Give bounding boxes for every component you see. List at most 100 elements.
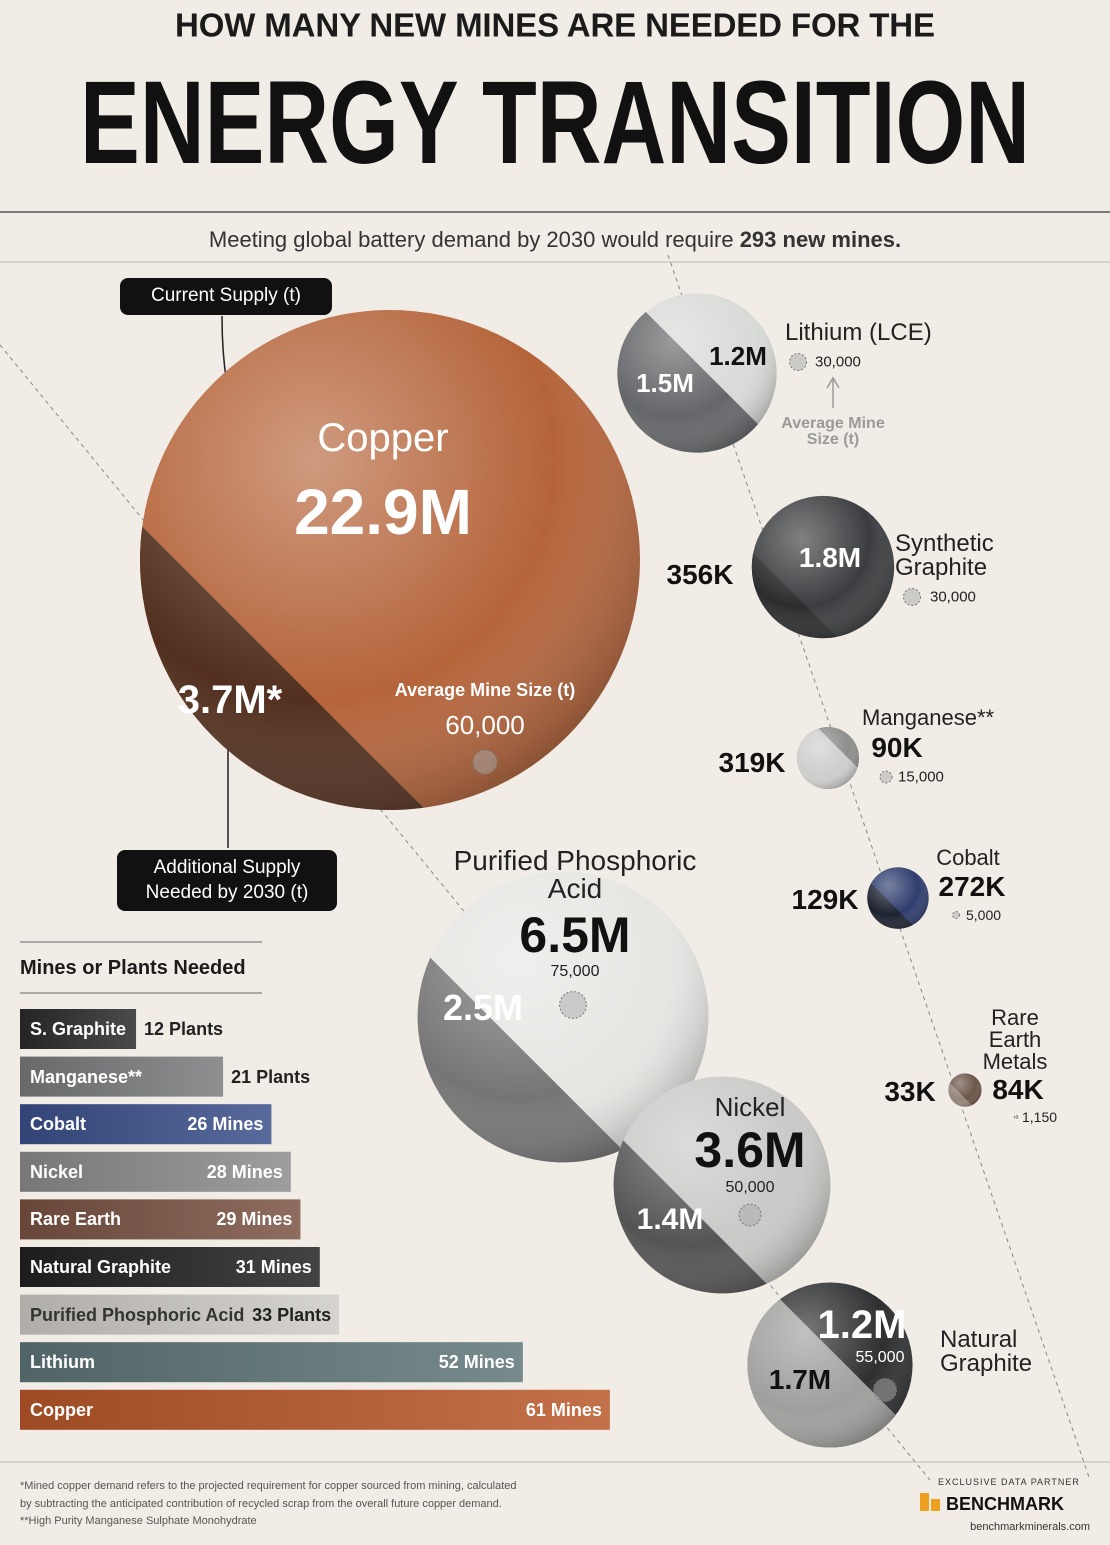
bar-category: Purified Phosphoric Acid	[30, 1304, 245, 1325]
arrow	[826, 376, 840, 408]
bar-sheen	[20, 1342, 523, 1383]
bubble-name: Lithium (LCE)	[785, 319, 932, 346]
bubble-shade	[747, 1282, 913, 1448]
subtitle: Meeting global battery demand by 2030 wo…	[209, 229, 901, 251]
bubble-shade	[417, 871, 709, 1163]
bubble-name: Copper	[317, 416, 449, 460]
additional-label: 1.4M	[636, 1203, 704, 1236]
bar-category: Lithium	[30, 1352, 95, 1373]
url: benchmarkminerals.com	[970, 1521, 1090, 1533]
mine-size-dot	[903, 588, 921, 606]
mine-size-dot	[789, 353, 807, 371]
callout: Additional Supply Needed by 2030 (t)	[117, 850, 337, 912]
mine-size-dot	[472, 749, 498, 775]
bar-category: Manganese**	[30, 1066, 143, 1087]
bar-value: 52 Mines	[438, 1352, 515, 1373]
additional-label: 1.7M	[768, 1364, 832, 1395]
mine-size-dot	[879, 770, 893, 784]
bar-value: 29 Mines	[216, 1209, 293, 1230]
mine-size-dot	[738, 1203, 762, 1227]
bar-title: Mines or Plants Needed	[20, 957, 246, 979]
mine-size-label: 50,000	[725, 1179, 775, 1196]
footnotes: *Mined copper demand refers to the proje…	[20, 1478, 516, 1531]
mine-size-dot	[1013, 1114, 1019, 1120]
bar-value: 33 Plants	[252, 1304, 332, 1325]
bubble-name: Manganese**	[862, 705, 995, 730]
bar-sheen	[20, 1104, 272, 1145]
mine-size-label: 60,000	[445, 710, 525, 740]
additional-label: 33K	[884, 1076, 936, 1107]
additional-label: 129K	[791, 884, 859, 915]
bubble-shade	[867, 867, 929, 929]
annotation: Average Mine Size (t)	[781, 415, 885, 448]
bar-category: S. Graphite	[30, 1019, 127, 1039]
partner: BENCHMARK	[946, 1494, 1064, 1514]
bar-sheen	[20, 1247, 320, 1287]
bar-category: Nickel	[30, 1161, 84, 1182]
mine-size-label: 30,000	[930, 588, 976, 606]
bar-sheen	[20, 1294, 340, 1335]
bubble-name: Synthetic Graphite	[895, 530, 994, 581]
current-label: 22.9M	[294, 476, 472, 548]
mine-size-dot	[873, 1378, 897, 1402]
bar-sheen	[20, 1151, 291, 1192]
footnote: by subtracting the anticipated contribut…	[20, 1497, 502, 1510]
bar-category: Copper	[30, 1399, 93, 1420]
additional-label: 3.7M*	[177, 678, 283, 722]
current-label: 1.2M	[709, 341, 767, 371]
mine-size-label: 30,000	[815, 353, 861, 371]
bar-value: 28 Mines	[206, 1161, 283, 1182]
bubble-shade	[613, 1076, 831, 1294]
bar-value: 26 Mines	[187, 1114, 264, 1135]
additional-label: 356K	[666, 559, 734, 590]
mine-size-label: 1,150	[1022, 1109, 1058, 1125]
logo	[920, 1493, 929, 1511]
partner-label: EXCLUSIVE DATA PARTNER	[938, 1477, 1080, 1487]
current-label: 1.2M	[817, 1303, 907, 1347]
bar-value: 61 Mines	[525, 1399, 602, 1420]
bar-value: 31 Mines	[235, 1257, 312, 1277]
additional-label: 1.5M	[636, 368, 694, 398]
bubble-shade	[140, 310, 640, 810]
subtitle-text: Meeting global battery demand by 2030 wo…	[208, 227, 734, 252]
current-label: 3.6M	[694, 1122, 806, 1178]
mine-size-label: 55,000	[855, 1349, 905, 1366]
bar-sheen	[20, 1199, 301, 1240]
bar-sheen	[20, 1009, 137, 1049]
current-label: 1.8M	[798, 542, 862, 573]
bar-sheen	[20, 1056, 224, 1097]
subtitle-bold: 293 new mines.	[739, 227, 902, 252]
bar-category: Rare Earth	[30, 1209, 122, 1230]
title: ENERGY TRANSITION	[80, 57, 1030, 189]
bubble-shade	[617, 293, 777, 453]
bar-value: 12 Plants	[144, 1019, 224, 1039]
bubble-name: Cobalt	[936, 845, 1000, 870]
mine-size-label: 75,000	[550, 963, 600, 980]
callout: Current Supply (t)	[120, 278, 332, 315]
bubble-name: Purified Phosphoric Acid	[453, 845, 697, 904]
footnote: **High Purity Manganese Sulphate Monohyd…	[20, 1515, 257, 1528]
bar-value: 21 Plants	[231, 1066, 311, 1087]
bubble-name: Natural Graphite	[940, 1326, 1033, 1377]
current-label: 6.5M	[519, 907, 631, 963]
bar-category: Cobalt	[30, 1114, 86, 1135]
bar-category: Natural Graphite	[30, 1257, 172, 1277]
annotation: Average Mine Size (t)	[394, 680, 576, 700]
logo	[931, 1499, 940, 1511]
bubble-shade	[751, 495, 895, 639]
bubble-name: Rare Earth Metals	[982, 1005, 1048, 1074]
mine-size-label: 5,000	[966, 907, 1002, 923]
mine-size-dot	[952, 911, 960, 919]
bubble-shade	[797, 727, 859, 789]
mine-size-dot	[559, 991, 587, 1019]
current-label: 90K	[871, 732, 923, 763]
current-label: 84K	[992, 1074, 1044, 1105]
bubble-shade	[948, 1073, 982, 1107]
mine-size-label: 15,000	[898, 768, 944, 786]
footnote: *Mined copper demand refers to the proje…	[20, 1480, 517, 1492]
additional-label: 319K	[718, 747, 786, 778]
current-label: 272K	[938, 871, 1006, 902]
kicker: HOW MANY NEW MINES ARE NEEDED FOR THE	[175, 7, 935, 44]
